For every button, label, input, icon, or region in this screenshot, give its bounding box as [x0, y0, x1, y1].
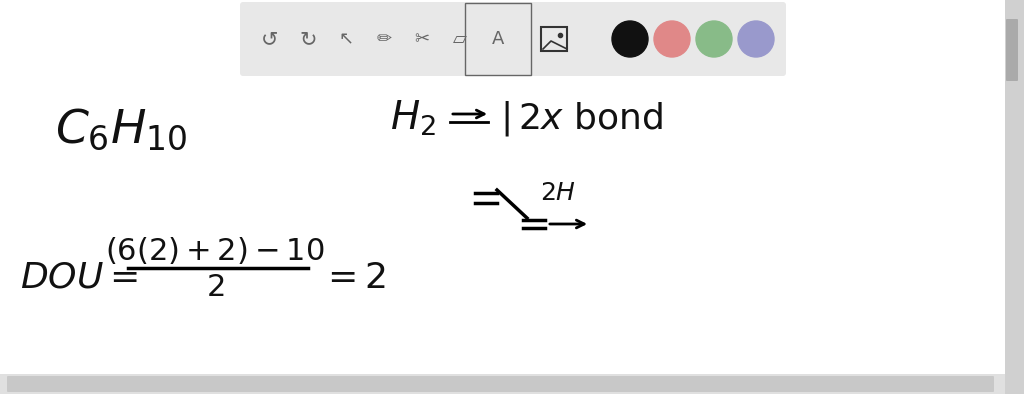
Text: ✏: ✏	[377, 30, 391, 48]
Bar	[1005, 0, 1024, 394]
Circle shape	[738, 21, 774, 57]
Text: $\mathit{2x}$ bond: $\mathit{2x}$ bond	[518, 101, 664, 135]
Text: ✂: ✂	[415, 30, 429, 48]
Text: A: A	[492, 30, 504, 48]
FancyBboxPatch shape	[1006, 19, 1018, 81]
Circle shape	[654, 21, 690, 57]
Text: ↻: ↻	[299, 29, 316, 49]
Text: $DOU =$: $DOU =$	[20, 261, 138, 295]
Text: $|$: $|$	[500, 98, 510, 138]
Text: ↖: ↖	[339, 30, 353, 48]
Bar	[0, 374, 1005, 394]
FancyBboxPatch shape	[7, 376, 994, 392]
Circle shape	[612, 21, 648, 57]
FancyBboxPatch shape	[240, 2, 786, 76]
Text: $C_6H_{10}$: $C_6H_{10}$	[55, 107, 187, 153]
Text: $(6(2)+2)-10$: $(6(2)+2)-10$	[105, 234, 325, 266]
Text: ↺: ↺	[261, 29, 279, 49]
Text: $H_2$: $H_2$	[390, 98, 436, 138]
Text: ▱: ▱	[453, 30, 467, 48]
Text: $= \mathit{2}$: $= \mathit{2}$	[319, 261, 386, 295]
Circle shape	[696, 21, 732, 57]
Text: $\mathit{2H}$: $\mathit{2H}$	[540, 181, 577, 205]
Text: $2$: $2$	[206, 273, 224, 303]
